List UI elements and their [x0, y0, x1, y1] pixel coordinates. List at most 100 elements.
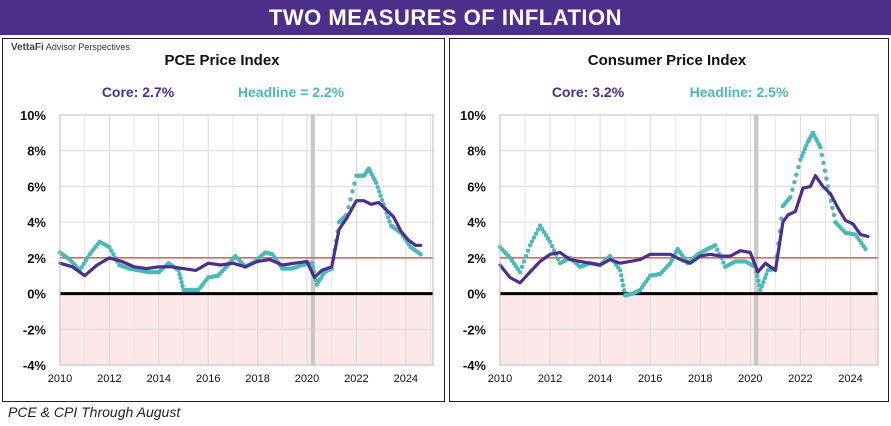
pce-headline-point [375, 184, 380, 190]
cpi-headline-point [792, 179, 797, 185]
cpi-headline-point [555, 256, 561, 262]
cpi-headline-point [761, 279, 766, 285]
cpi-headline-point [799, 153, 805, 159]
pce-ytick-label: 2% [27, 251, 46, 266]
cpi-headline-point [617, 268, 623, 273]
cpi-headline-point [541, 229, 547, 235]
pce-ytick-label: 4% [27, 215, 46, 230]
cpi-headline-point [715, 247, 720, 252]
pce-recession-bar [310, 115, 315, 365]
logo-brand: VettaFi [11, 42, 44, 53]
chart-banner-title: TWO MEASURES OF INFLATION [0, 0, 891, 35]
pce-headline-point [83, 258, 88, 263]
cpi-headline-point [551, 248, 557, 253]
cpi-xtick-label: 2014 [588, 373, 612, 385]
cpi-headline-point [759, 283, 765, 289]
cpi-headline-point [549, 243, 555, 249]
cpi-headline-point [537, 223, 543, 228]
cpi-headline-point [825, 184, 831, 189]
cpi-headline-point [796, 164, 801, 170]
pce-chart-panel: VettaFi Advisor Perspectives PCE Price I… [2, 38, 445, 402]
cpi-headline-point [798, 157, 803, 162]
cpi-headline-point [547, 239, 553, 244]
cpi-headline-point [539, 226, 545, 232]
cpi-xtick-label: 2018 [688, 373, 712, 385]
pce-ytick-label: 8% [27, 144, 46, 159]
footnote: PCE & CPI Through August [8, 404, 181, 420]
cpi-xtick-label: 2010 [488, 373, 512, 385]
pce-plot-border [59, 114, 434, 366]
cpi-ytick-label: 2% [467, 251, 486, 266]
cpi-headline-point [618, 273, 624, 278]
pce-headline-point [177, 272, 182, 277]
pce-headline-point [352, 181, 357, 186]
cpi-xtick-label: 2012 [538, 373, 562, 385]
pce-headline-point [418, 252, 423, 257]
pce-headline-point [376, 189, 382, 194]
pce-xtick-label: 2012 [97, 373, 121, 385]
pce-xtick-label: 2016 [196, 373, 220, 385]
pce-headline-point [373, 180, 379, 186]
pce-headline-point [346, 204, 351, 210]
cpi-headline-point [721, 260, 726, 265]
cpi-ytick-label: 8% [467, 144, 486, 159]
cpi-xtick-label: 2020 [738, 373, 762, 385]
cpi-chart-title: Consumer Price Index [588, 52, 747, 69]
pce-core-line [58, 199, 423, 280]
pce-headline-point [109, 248, 114, 253]
cpi-headline-point [801, 150, 806, 155]
cpi-headline-point [822, 168, 828, 173]
cpi-chart: Consumer Price Index Core: 3.2% Headline: … [460, 52, 879, 385]
pce-ytick-label: -4% [23, 358, 47, 373]
pce-xtick-label: 2024 [394, 373, 418, 385]
cpi-headline-point [830, 205, 835, 211]
pce-ytick-label: -2% [23, 322, 47, 337]
cpi-ytick-label: 6% [467, 179, 486, 194]
cpi-headline-point [821, 160, 826, 166]
cpi-headline-label: Headline: 2.5% [690, 84, 789, 100]
cpi-headline-point [543, 233, 549, 238]
cpi-headline-point [824, 176, 829, 181]
logo: VettaFi Advisor Perspectives [11, 42, 130, 53]
cpi-headline-point [619, 278, 625, 283]
pce-ytick-label: 6% [27, 179, 46, 194]
pce-headline-point [180, 283, 185, 289]
pce-chart-title: PCE Price Index [164, 52, 280, 69]
pce-chart: PCE Price Index Core: 2.7% Headline = 2.2%… [20, 52, 434, 385]
cpi-ytick-label: 0% [467, 287, 486, 302]
cpi-headline-point [527, 243, 533, 248]
cpi-headline-point [533, 231, 539, 236]
pce-xtick-label: 2018 [245, 373, 269, 385]
pce-core-label: Core: 2.7% [102, 84, 175, 100]
pce-headline-point [81, 261, 86, 267]
cpi-headline-point [755, 273, 760, 279]
cpi-xtick-label: 2024 [838, 373, 862, 385]
cpi-headline-point [790, 187, 795, 192]
cpi-headline-point [802, 146, 808, 152]
cpi-ytick-label: -2% [463, 322, 487, 337]
pce-headline-point [309, 261, 315, 266]
pce-headline-point [85, 255, 90, 260]
pce-headline-point [178, 276, 183, 281]
cpi-recession-bar [754, 115, 759, 365]
cpi-headline-point [831, 212, 837, 218]
pce-ytick-label: 0% [27, 287, 46, 302]
cpi-headline-point [764, 272, 769, 277]
pce-headline-point [348, 197, 353, 202]
cpi-headline-point [863, 246, 868, 252]
pce-headline-point [350, 189, 355, 194]
cpi-chart-panel: Consumer Price Index Core: 3.2% Headline: … [449, 38, 889, 402]
pce-headline-point [379, 197, 385, 203]
cpi-headline-point [517, 269, 523, 275]
cpi-headline-point [762, 276, 768, 281]
cpi-headline-point [804, 143, 809, 148]
cpi-ytick-label: -4% [463, 358, 487, 373]
cpi-headline-point [529, 239, 535, 244]
pce-xtick-label: 2010 [48, 373, 72, 385]
pce-ytick-label: 10% [20, 108, 46, 123]
cpi-plot-border [499, 114, 879, 366]
pce-headline-point [179, 279, 184, 285]
cpi-headline-point [818, 144, 823, 150]
pce-xtick-label: 2022 [344, 373, 368, 385]
cpi-headline-point [758, 287, 763, 293]
